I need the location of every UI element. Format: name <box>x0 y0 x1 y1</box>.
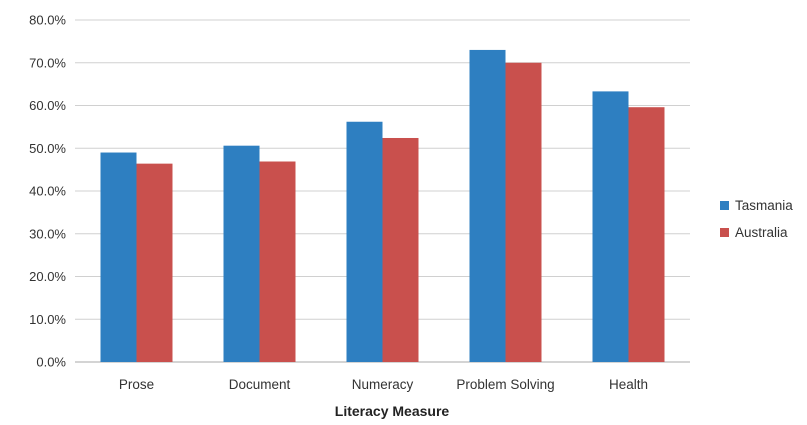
bar-tasmania-prose <box>100 152 137 362</box>
y-tick-label: 40.0% <box>29 184 66 199</box>
y-tick-label: 30.0% <box>29 226 66 241</box>
x-tick-labels: Prose Document Numeracy Problem Solving Heal… <box>119 377 648 392</box>
bar-tasmania-document <box>223 145 260 362</box>
y-tick-label: 60.0% <box>29 98 66 113</box>
legend-label: Tasmania <box>735 198 793 213</box>
bar-australia-problem-solving <box>505 62 542 362</box>
legend-swatch <box>720 228 729 237</box>
y-tick-label: 70.0% <box>29 55 66 70</box>
bar-australia-prose <box>136 163 173 362</box>
x-tick-label: Numeracy <box>352 377 414 392</box>
x-tick-label: Problem Solving <box>456 377 554 392</box>
y-tick-label: 0.0% <box>36 355 66 370</box>
x-tick-label: Prose <box>119 377 154 392</box>
x-axis-title: Literacy Measure <box>335 403 450 419</box>
bar-tasmania-numeracy <box>346 121 383 363</box>
bar-tasmania-health <box>592 91 629 362</box>
legend: Tasmania Australia <box>720 198 793 240</box>
y-tick-label: 20.0% <box>29 269 66 284</box>
legend-label: Australia <box>735 225 788 240</box>
y-tick-labels: 0.0% 10.0% 20.0% 30.0% 40.0% 50.0% 60.0% 70.0% 8… <box>29 13 66 370</box>
x-tick-label: Document <box>229 377 291 392</box>
bar-australia-numeracy <box>382 137 419 362</box>
bars <box>100 49 665 363</box>
bar-australia-health <box>628 107 665 363</box>
x-tick-label: Health <box>609 377 648 392</box>
y-tick-label: 10.0% <box>29 312 66 327</box>
bar-australia-document <box>259 161 296 362</box>
y-tick-label: 80.0% <box>29 13 66 28</box>
bar-tasmania-problem-solving <box>469 49 506 363</box>
y-tick-label: 50.0% <box>29 141 66 156</box>
legend-swatch <box>720 201 729 210</box>
